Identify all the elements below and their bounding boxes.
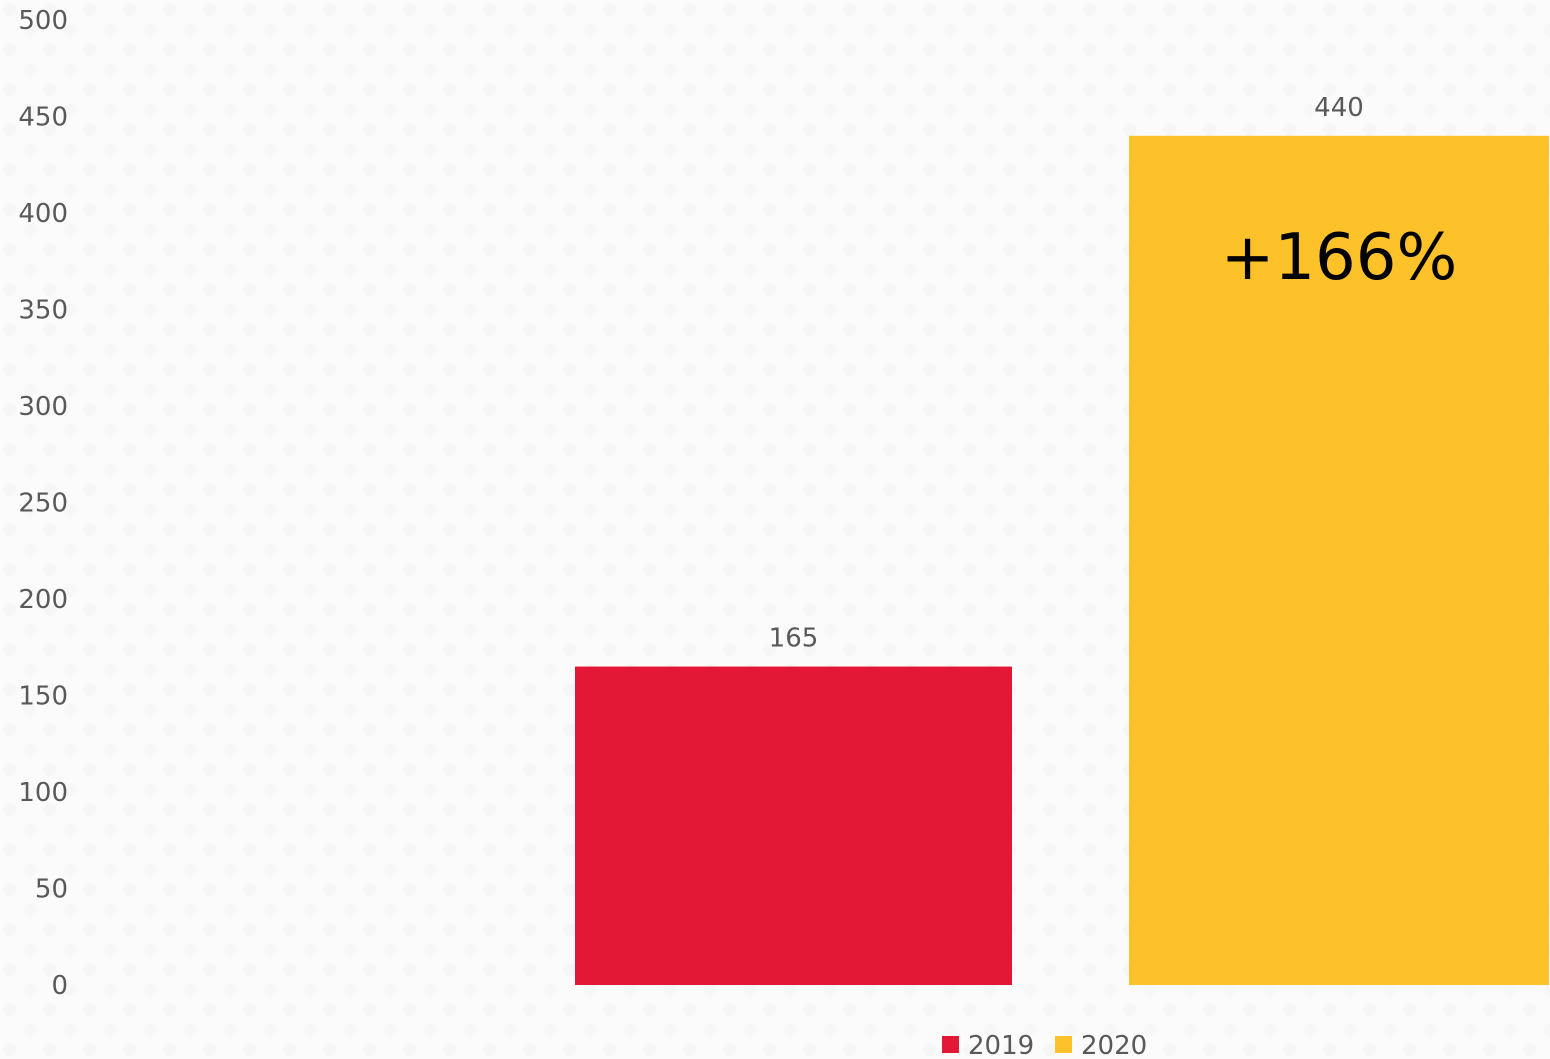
y-tick-label: 400 xyxy=(18,199,68,229)
legend-swatch-2019 xyxy=(942,1036,959,1053)
data-label: 165 xyxy=(769,624,819,654)
bar-2019 xyxy=(575,666,1012,985)
data-label: 440 xyxy=(1314,93,1364,123)
y-tick-label: 250 xyxy=(18,489,68,519)
bar-2020 xyxy=(1129,135,1549,986)
y-tick-label: 200 xyxy=(18,585,68,615)
y-tick-label: 500 xyxy=(18,6,68,36)
y-tick-label: 450 xyxy=(18,103,68,133)
y-tick-label: 300 xyxy=(18,392,68,422)
y-tick-label: 350 xyxy=(18,296,68,326)
y-tick-label: 0 xyxy=(51,971,68,1001)
legend-swatch-2020 xyxy=(1055,1036,1072,1053)
legend-label: 2020 xyxy=(1081,1031,1147,1059)
y-tick-label: 50 xyxy=(35,875,68,905)
change-annotation: +166% xyxy=(1221,221,1458,295)
y-tick-label: 100 xyxy=(18,778,68,808)
legend-label: 2019 xyxy=(968,1031,1034,1059)
y-tick-label: 150 xyxy=(18,682,68,712)
